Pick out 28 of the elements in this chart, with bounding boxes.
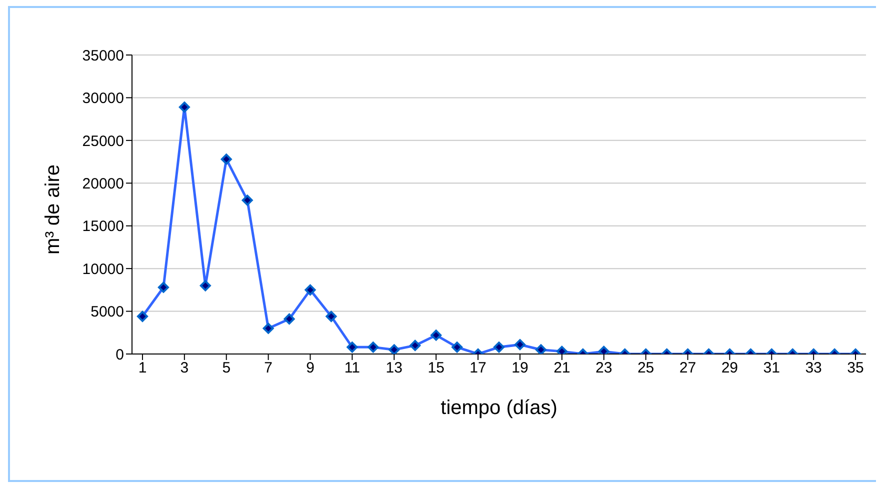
- x-tick-label: 17: [470, 360, 486, 377]
- x-tick-label: 19: [512, 360, 528, 377]
- y-tick-label: 20000: [82, 175, 124, 192]
- y-tick-label: 15000: [82, 218, 124, 236]
- x-tick-label: 21: [554, 360, 570, 377]
- x-tick-label: 23: [596, 360, 612, 377]
- x-tick-label: 15: [428, 360, 444, 377]
- y-tick-label: 35000: [82, 47, 124, 64]
- x-tick-label: 7: [264, 360, 272, 377]
- x-tick-label: 31: [763, 360, 780, 377]
- x-tick-label: 29: [721, 360, 738, 377]
- y-tick-label: 25000: [82, 132, 124, 150]
- y-tick-label: 30000: [82, 90, 124, 108]
- y-tick-label: 5000: [90, 304, 124, 321]
- x-tick-label: 3: [180, 360, 189, 377]
- x-tick-label: 5: [222, 360, 231, 377]
- x-tick-label: 1: [138, 360, 147, 377]
- x-tick-label: 33: [805, 360, 822, 377]
- x-tick-label: 25: [637, 360, 654, 377]
- y-tick-label: 10000: [82, 260, 124, 278]
- y-axis-title: m³ de aire: [42, 164, 64, 254]
- x-tick-label: 9: [306, 360, 314, 377]
- x-tick-label: 13: [386, 360, 402, 377]
- x-axis-title: tiempo (días): [440, 397, 558, 419]
- y-tick-label: 0: [116, 346, 124, 364]
- x-tick-label: 11: [344, 360, 360, 377]
- x-tick-label: 27: [679, 360, 696, 377]
- x-tick-label: 35: [847, 360, 864, 377]
